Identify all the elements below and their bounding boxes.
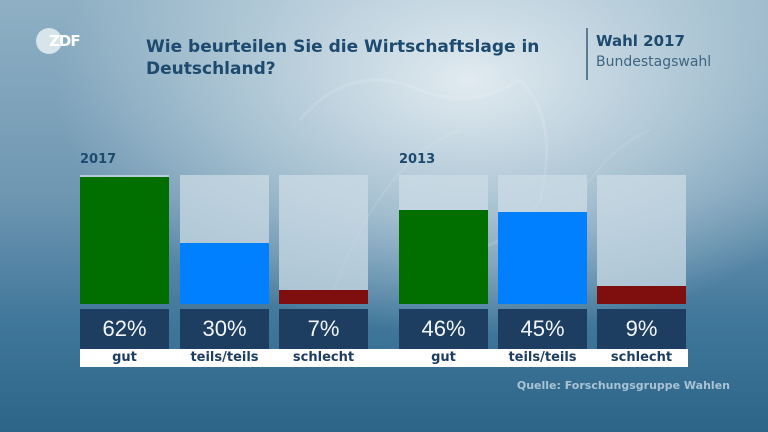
- zdf-logo: ZDF: [36, 28, 81, 68]
- bar-2017-gut: [80, 177, 169, 304]
- category-label-2013-schlecht: schlecht: [610, 350, 673, 365]
- value-label-2017-gut: 62%: [80, 309, 169, 349]
- category-label-2013-teils: teils/teils: [508, 350, 577, 365]
- value-label-2017-teils: 30%: [180, 309, 269, 349]
- election-badge: Wahl 2017 Bundestagswahl: [586, 28, 711, 80]
- bar-track-2013-schlecht: [597, 175, 686, 304]
- badge-subtitle: Bundestagswahl: [596, 54, 712, 70]
- bar-track-2017-teils: [180, 175, 269, 304]
- bar-track-2013-gut: [399, 175, 488, 304]
- title-line-1: Wie beurteilen Sie die Wirtschaftslage i…: [146, 37, 540, 57]
- category-label-2017-schlecht: schlecht: [292, 350, 355, 365]
- bar-2013-gut: [399, 210, 488, 304]
- source-note: Quelle: Forschungsgruppe Wahlen: [516, 379, 730, 392]
- bar-track-2017-schlecht: [279, 175, 368, 304]
- bar-2017-schlecht: [279, 290, 368, 304]
- value-label-2017-schlecht: 7%: [279, 309, 368, 349]
- badge-title: Wahl 2017: [596, 32, 685, 50]
- value-label-2013-teils: 45%: [498, 309, 587, 349]
- logo-text: ZDF: [49, 32, 81, 50]
- logo-disc: [36, 28, 62, 54]
- bar-2013-schlecht: [597, 286, 686, 304]
- title-line-2: Deutschland?: [146, 59, 276, 79]
- category-label-2013-gut: gut: [431, 350, 456, 365]
- bar-2017-teils: [180, 243, 269, 304]
- bar-track-2017-gut: [80, 175, 169, 304]
- category-label-2017-teils: teils/teils: [190, 350, 259, 365]
- chart-title: Wie beurteilen Sie die Wirtschaftslage i…: [146, 36, 546, 80]
- bar-track-2013-teils: [498, 175, 587, 304]
- panel-title-2017: 2017: [80, 152, 117, 167]
- category-label-strip: [80, 349, 688, 367]
- panel-title-2013: 2013: [399, 152, 436, 167]
- category-label-2017-gut: gut: [112, 350, 137, 365]
- value-label-2013-schlecht: 9%: [597, 309, 686, 349]
- value-label-2013-gut: 46%: [399, 309, 488, 349]
- bar-2013-teils: [498, 212, 587, 304]
